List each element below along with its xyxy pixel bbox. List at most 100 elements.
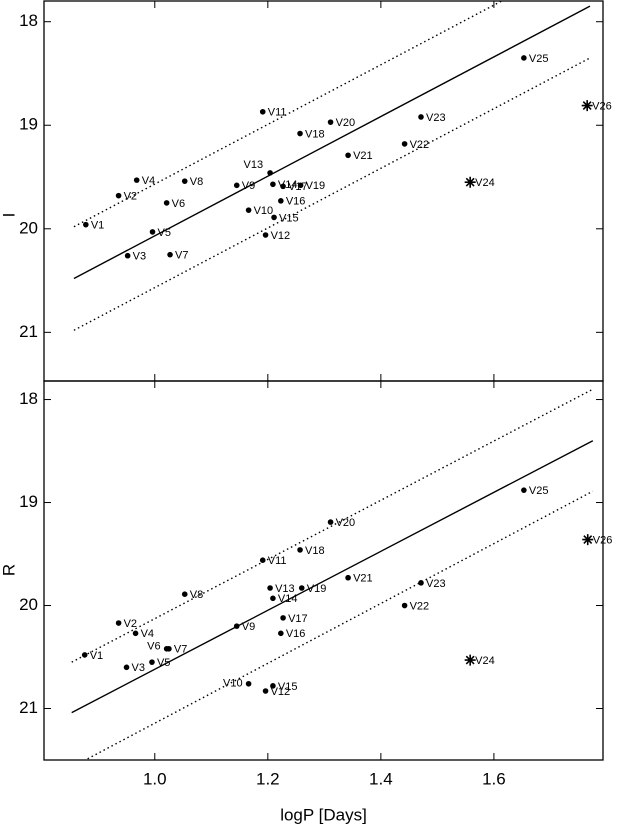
point-label: V10	[254, 205, 274, 217]
x-tick-label: 1.4	[369, 769, 393, 788]
point-label: V19	[307, 583, 327, 595]
y-tick-label: 18	[19, 389, 38, 408]
point-label: V22	[410, 600, 430, 612]
point-label: V19	[306, 180, 326, 192]
point	[167, 251, 173, 258]
y-tick-label: 19	[19, 492, 38, 511]
point-label: V6	[147, 641, 160, 653]
point-label: V11	[268, 555, 287, 567]
point-label: V8	[190, 176, 203, 188]
point-label: V14	[278, 593, 298, 605]
point	[521, 487, 527, 493]
point-label: V20	[336, 517, 356, 529]
point-label: V17	[288, 613, 308, 625]
point	[401, 141, 408, 147]
point	[267, 170, 273, 176]
star-point	[581, 100, 593, 112]
point	[124, 252, 131, 259]
point-label: V3	[132, 662, 145, 674]
point-label: V7	[175, 250, 188, 262]
point	[297, 130, 303, 137]
point-label: V15	[278, 681, 298, 693]
point-label: V24	[475, 655, 495, 667]
point	[297, 182, 304, 189]
point	[267, 585, 273, 591]
y-tick-label: 20	[19, 595, 38, 614]
line-layer	[73, 1, 591, 331]
point-label: V12	[271, 230, 291, 242]
x-axis-label: logP [Days]	[280, 805, 367, 824]
point	[166, 645, 172, 652]
point-label: V21	[353, 150, 373, 162]
fit-line	[71, 440, 594, 714]
point	[521, 55, 527, 61]
line-layer	[71, 388, 594, 760]
point-label: V24	[475, 177, 495, 189]
point	[280, 183, 286, 190]
point	[278, 198, 284, 204]
point	[181, 178, 188, 184]
point-label: V16	[286, 628, 306, 640]
point-label: V4	[141, 628, 154, 640]
point	[278, 630, 284, 637]
point	[115, 620, 122, 626]
y-tick-label: 19	[19, 115, 38, 134]
plot-frame	[43, 380, 604, 761]
star-point	[582, 534, 594, 546]
point	[270, 595, 276, 602]
point-label: V1	[91, 220, 104, 232]
point-label: V12	[271, 686, 291, 698]
point-label: V13	[244, 159, 264, 171]
point-label: V7	[174, 644, 187, 656]
y-axis-label: I	[0, 213, 18, 218]
point-label: V23	[426, 578, 446, 590]
point	[83, 221, 89, 228]
y-tick-label: 21	[19, 698, 38, 717]
point	[345, 152, 351, 159]
x-tick-label: 1.2	[256, 769, 280, 788]
point	[270, 683, 276, 689]
point	[327, 119, 334, 125]
x-tick-label: 1.6	[482, 769, 506, 788]
point-label: V25	[529, 53, 549, 65]
point	[401, 602, 408, 609]
point-label: V11	[268, 107, 287, 119]
point-label: V20	[336, 117, 356, 129]
fit-line	[83, 490, 594, 760]
y-tick-label: 20	[19, 218, 38, 237]
point-label: V16	[286, 196, 306, 208]
point	[115, 192, 122, 199]
point-label: V2	[124, 618, 137, 630]
point-label: V5	[157, 657, 170, 669]
y-axis-label: R	[0, 564, 18, 576]
point-label: V2	[124, 191, 137, 203]
point	[327, 519, 334, 525]
fit-line	[71, 388, 594, 663]
point-label: V23	[426, 112, 446, 124]
point	[262, 232, 269, 238]
point	[418, 580, 424, 586]
point-label: V3	[133, 251, 146, 263]
point	[280, 615, 286, 621]
point	[123, 664, 130, 671]
point-label: V6	[172, 198, 185, 210]
point-label: V26	[593, 535, 613, 547]
point	[149, 229, 156, 235]
point	[233, 182, 240, 189]
point-label: V13	[275, 583, 295, 595]
point-label: V18	[305, 545, 325, 557]
point-label: V26	[592, 100, 612, 112]
point	[245, 680, 252, 687]
point	[132, 630, 139, 637]
point	[181, 591, 188, 597]
point	[297, 547, 303, 553]
point	[245, 207, 252, 213]
fit-line	[73, 57, 591, 331]
point-label: V22	[410, 139, 430, 151]
point-label: V25	[529, 485, 549, 497]
point-label: V9	[242, 621, 255, 633]
fit-line	[73, 1, 504, 228]
y-tick-label: 21	[19, 322, 38, 341]
point-label: V10	[223, 678, 243, 690]
